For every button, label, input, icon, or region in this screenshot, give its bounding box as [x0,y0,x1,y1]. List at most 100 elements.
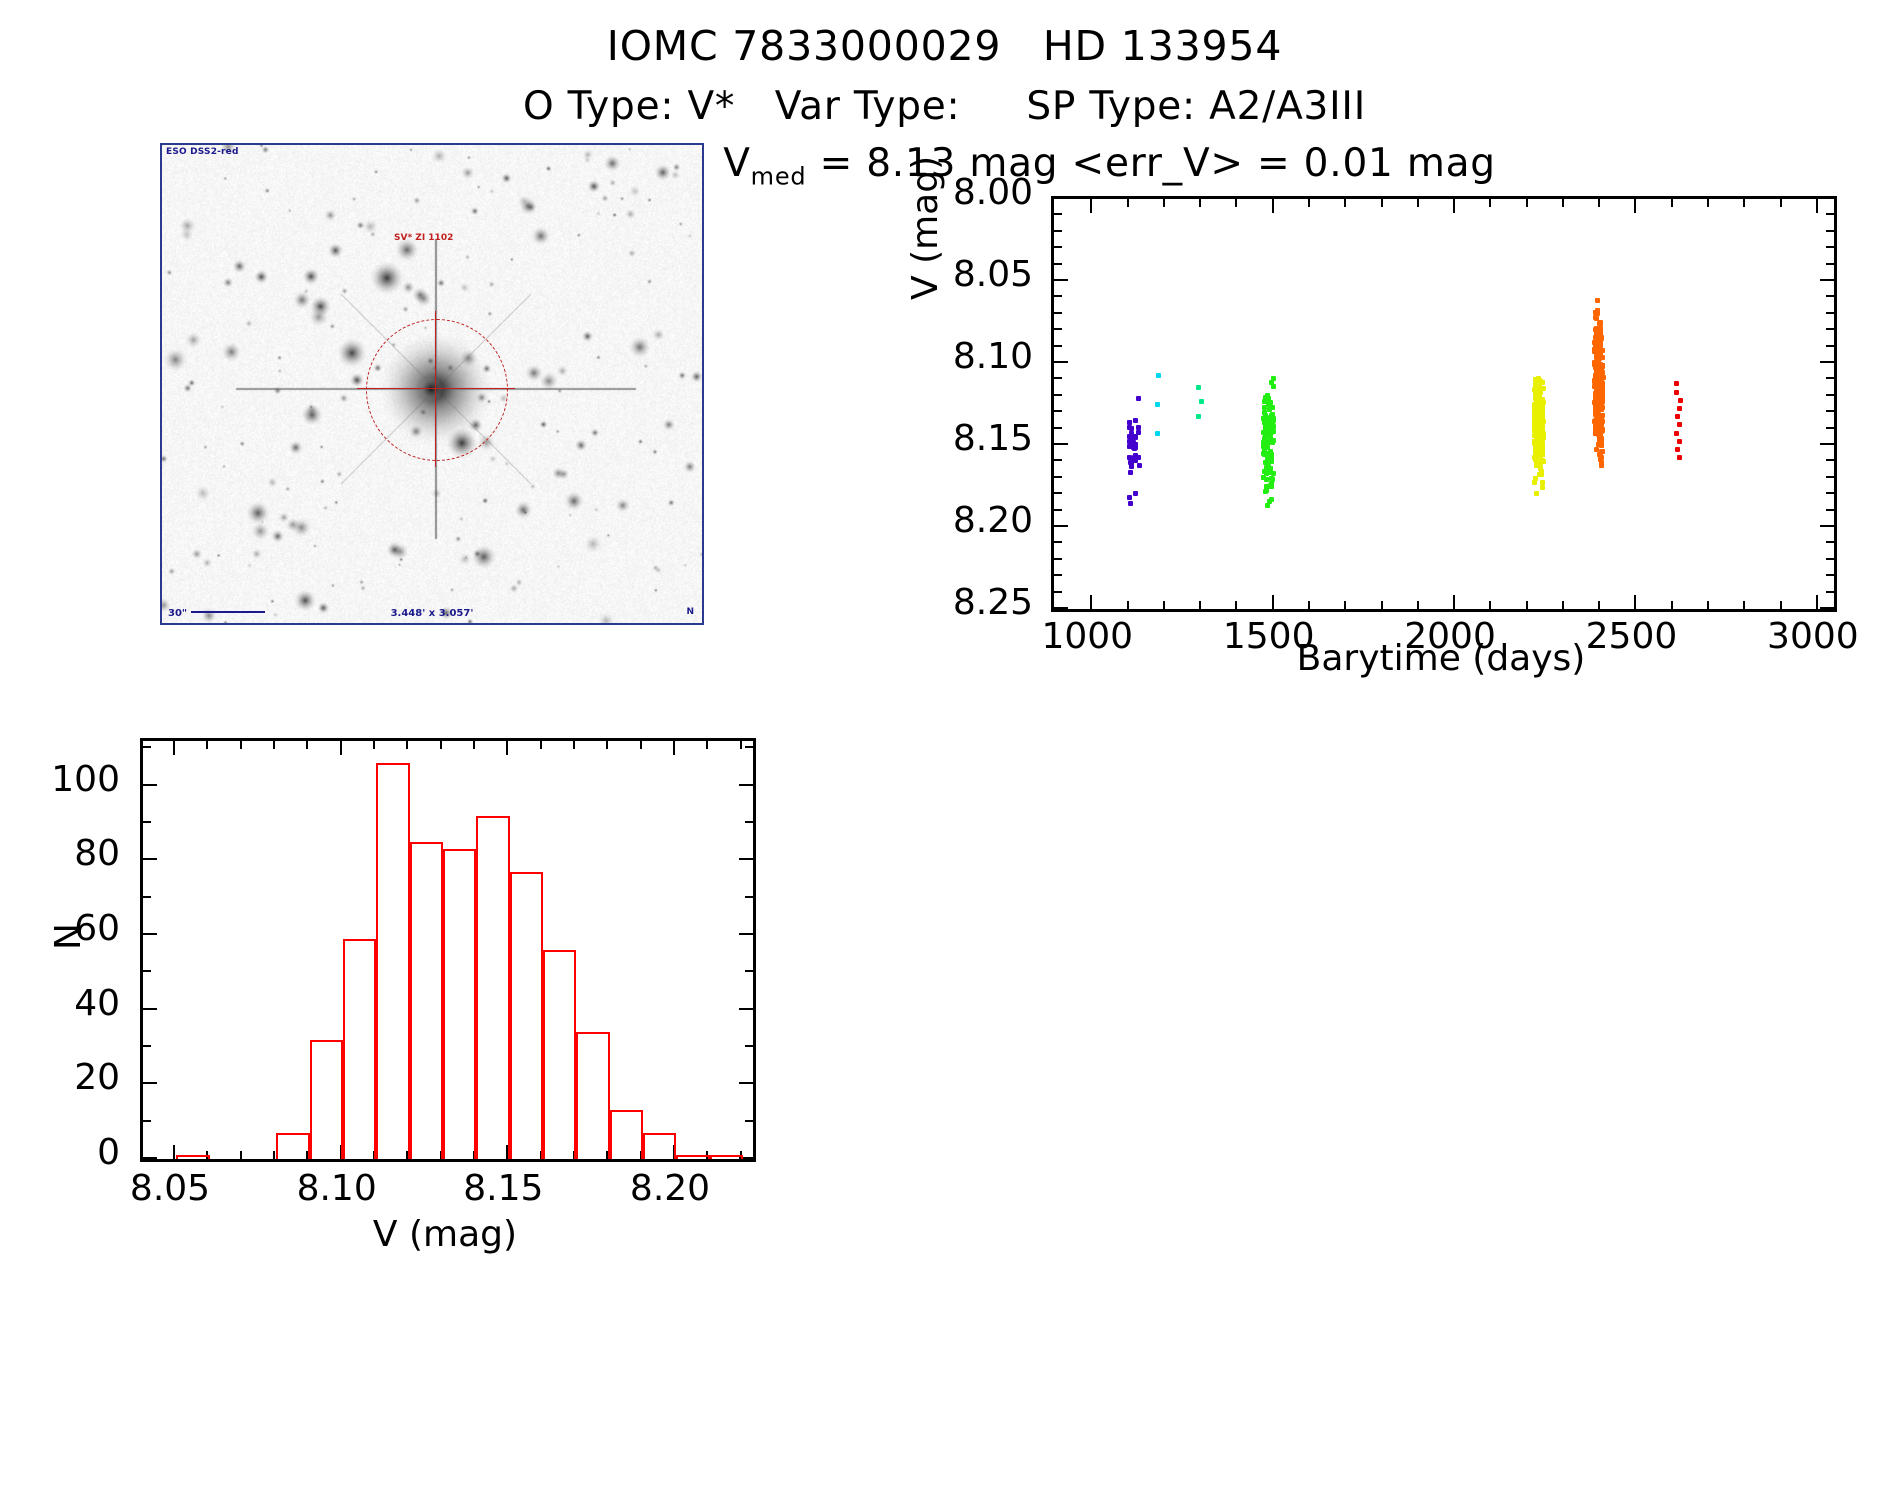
lightcurve-data-point [1132,417,1138,423]
compass-north-label: N [686,607,694,617]
lightcurve-data-point [1534,490,1540,496]
lightcurve-data-point [1533,396,1539,402]
axis-tick [143,821,151,824]
lightcurve-data-point [1539,479,1545,485]
axis-tick [273,1151,275,1159]
lightcurve-data-point [1536,461,1542,467]
axis-tick [1826,262,1834,265]
lightcurve-data-point [1532,432,1538,438]
axis-tick [1054,311,1062,314]
lightcurve-data-point [1596,431,1602,437]
axis-tick [1743,601,1746,609]
axis-tick [1126,601,1129,609]
lightcurve-data-point [1539,424,1545,430]
axis-tick [1598,601,1601,609]
scale-bar-label: 30" [168,608,188,619]
axis-tick [1489,199,1492,207]
axis-tick [143,1157,157,1159]
axis-tick [1779,601,1782,609]
lightcurve-data-point [1268,380,1274,386]
lightcurve-data-point [1537,424,1543,430]
histogram-plot-frame [140,738,756,1162]
axis-tick [1307,601,1310,609]
axis-tick [1054,246,1062,249]
field-size-label: 3.448' x 3.057' [390,608,474,619]
axis-tick [573,741,575,749]
axis-tick [1826,344,1834,347]
histogram-xtick-label: 8.10 [296,1168,377,1209]
axis-tick [1054,229,1062,232]
lightcurve-data-point [1270,417,1276,423]
axis-tick [1416,199,1419,207]
axis-tick [1453,595,1456,609]
lightcurve-plot-area [1054,197,1834,609]
lightcurve-data-point [1196,384,1202,390]
axis-tick [306,1151,309,1159]
lightcurve-data-point [1535,407,1541,413]
object-type-line: O Type: V* Var Type: SP Type: A2/A3III [523,84,1366,129]
lightcurve-data-point [1537,445,1543,451]
lightcurve-data-point [1598,376,1604,382]
page-header: IOMC 7833000029 HD 133954 O Type: V* Var… [0,0,1889,190]
axis-tick [1054,213,1062,216]
histogram-bar [576,1032,610,1159]
lightcurve-data-point [1262,468,1268,474]
lightcurve-data-point [1596,438,1602,444]
axis-tick [143,858,157,861]
axis-tick [1525,601,1528,609]
axis-tick [1826,246,1834,249]
axis-tick [1634,199,1637,213]
histogram-bar [676,1155,710,1159]
finder-chart: ESO DSS2-red SV* ZI 1102 30" 3.448' x 3.… [160,143,704,625]
axis-tick [206,741,209,749]
lightcurve-data-point [1593,315,1599,321]
axis-tick [1090,199,1093,213]
axis-tick [1453,199,1456,213]
lightcurve-data-point [1128,464,1134,470]
axis-tick [1054,377,1062,380]
lightcurve-data-point [1595,396,1601,402]
axis-tick [1826,311,1834,314]
lightcurve-data-point [1595,307,1601,313]
axis-tick [1826,541,1834,544]
lightcurve-data-point [1595,363,1601,369]
lightcurve-data-point [1262,459,1268,465]
axis-tick [506,1145,509,1159]
histogram-bar [643,1132,677,1159]
axis-tick [1054,541,1062,544]
lightcurve-data-point [1675,446,1681,452]
lightcurve-data-point [1261,443,1267,449]
lightcurve-ytick-label: 8.00 [952,172,1033,213]
lightcurve-data-point [1600,347,1606,353]
lightcurve-data-point [1261,399,1267,405]
lightcurve-data-point [1535,458,1541,464]
lightcurve-data-point [1597,341,1603,347]
axis-tick [573,1151,575,1159]
axis-tick [739,1007,753,1010]
axis-tick [143,1045,151,1048]
lightcurve-data-point [1136,429,1142,435]
axis-tick [1670,199,1673,207]
histogram-bar [476,815,510,1159]
axis-tick [306,741,309,749]
lightcurve-data-point [1532,448,1538,454]
axis-tick [1054,443,1068,445]
lightcurve-data-point [1136,462,1142,468]
axis-tick [473,741,475,749]
lightcurve-data-point [1676,438,1682,444]
lightcurve-data-point [1262,430,1268,436]
lightcurve-data-point [1269,497,1275,503]
lightcurve-data-point [1600,388,1606,394]
lightcurve-data-point [1674,414,1680,420]
lightcurve-data-point [1596,422,1602,428]
lightcurve-data-point [1538,455,1544,461]
lightcurve-data-point [1264,487,1270,493]
axis-tick [173,1145,175,1159]
axis-tick [1820,279,1834,281]
vmed-subscript: med [750,162,807,191]
axis-tick [1826,475,1834,478]
lightcurve-data-point [1198,399,1204,405]
lightcurve-data-point [1268,466,1273,472]
axis-tick [1525,199,1528,207]
histogram-x-axis-label: V (mag) [372,1214,518,1255]
